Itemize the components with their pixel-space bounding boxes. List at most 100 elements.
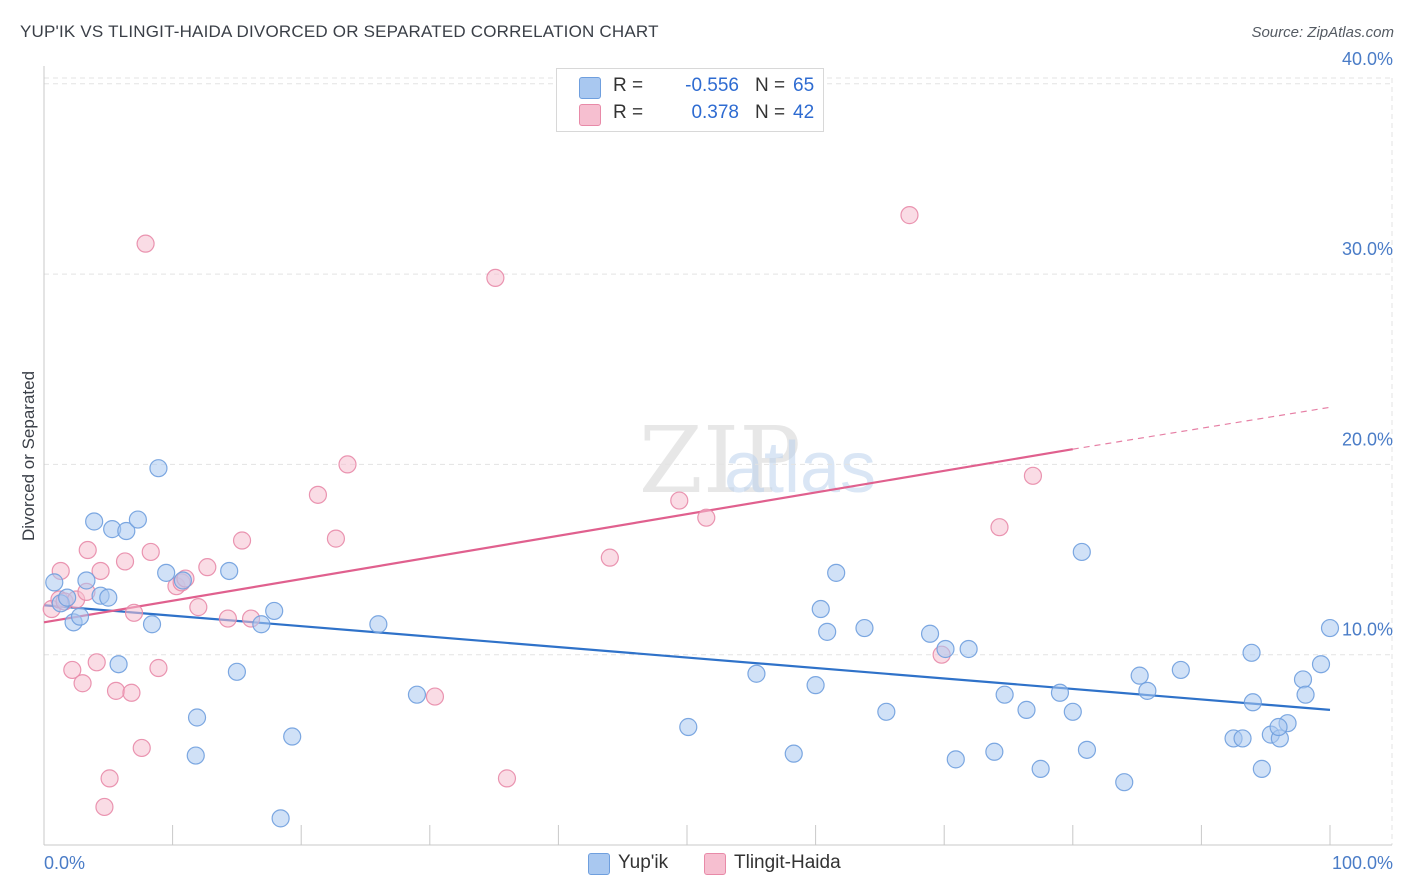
axes <box>43 66 1392 846</box>
yupik-point <box>811 599 830 619</box>
tlingit-legend-swatch <box>704 853 726 875</box>
yupik-point <box>77 571 96 590</box>
y-tick-label: 40.0% <box>1342 49 1393 69</box>
yupik-point <box>117 521 136 541</box>
r-value: -0.556 <box>685 75 739 96</box>
yupik-point <box>99 588 118 607</box>
yupik-point <box>186 746 205 765</box>
yupik-point <box>265 601 284 621</box>
tlingit-point <box>122 683 141 702</box>
yupik-point <box>85 512 104 531</box>
yupik-legend-label: Yup'ik <box>618 852 669 873</box>
yupik-point <box>369 615 388 634</box>
n-value: 42 <box>793 102 815 123</box>
tlingit-point <box>189 598 208 617</box>
yupik-point <box>1242 643 1261 662</box>
yupik-point <box>1269 717 1288 737</box>
r-value: 0.378 <box>691 102 739 123</box>
tlingit-point <box>198 558 217 577</box>
yupik-point <box>1293 670 1313 689</box>
tlingit-point <box>73 674 92 693</box>
tlingit-point <box>132 738 151 758</box>
yupik-point <box>45 573 64 592</box>
yupik-legend-swatch <box>588 853 610 875</box>
tlingit-point <box>124 603 144 622</box>
y-tick-label: 10.0% <box>1342 620 1393 640</box>
yupik-point <box>1138 681 1157 700</box>
tlingit-point <box>91 561 110 581</box>
source-label: Source: ZipAtlas.com <box>1251 24 1394 41</box>
tlingit-point <box>338 455 357 474</box>
tlingit-point <box>670 491 689 510</box>
yupik-point <box>936 639 955 659</box>
yupik-point <box>995 685 1014 704</box>
tlingit-point <box>115 552 135 571</box>
tlingit-swatch <box>579 104 601 126</box>
r-label: R = <box>613 75 644 96</box>
yupik-point <box>1311 655 1331 674</box>
tlingit-point <box>95 797 114 817</box>
yupik-point <box>679 717 698 737</box>
yupik-point <box>855 618 874 638</box>
yupik-point <box>784 744 803 763</box>
yupik-point <box>128 510 147 529</box>
yupik-point <box>271 809 290 828</box>
yupik-point <box>149 459 168 478</box>
yupik-point <box>58 588 77 607</box>
tlingit-point <box>218 609 237 628</box>
tlingit-point <box>497 769 517 788</box>
yupik-point <box>1320 618 1340 638</box>
watermark-zip: ZIP <box>639 407 801 514</box>
yupik-point <box>1243 693 1262 712</box>
yupik-point <box>407 685 427 704</box>
yupik-point <box>157 563 176 582</box>
tlingit-point <box>486 268 505 288</box>
yupik-point <box>1233 729 1252 748</box>
tlingit-point <box>900 206 919 225</box>
tlingit-point <box>100 769 119 788</box>
grid <box>44 77 1393 845</box>
yupik-point <box>985 742 1004 761</box>
tlingit-point <box>1023 466 1043 485</box>
tlingit-point <box>232 531 252 550</box>
x-tick-label: 0.0% <box>44 853 85 873</box>
tlingit-point <box>136 234 155 253</box>
yupik-point <box>747 664 766 683</box>
y-tick-label: 30.0% <box>1342 239 1393 259</box>
yupik-point <box>806 676 825 695</box>
yupik-point <box>1050 683 1070 702</box>
yupik-point <box>1252 759 1271 778</box>
yupik-point <box>946 750 965 769</box>
yupik-point <box>827 563 846 582</box>
yupik-point <box>1072 542 1091 562</box>
data-points <box>42 206 1340 828</box>
tlingit-point <box>697 508 716 527</box>
yupik-point <box>187 708 207 727</box>
tlingit-point <box>326 529 346 548</box>
yupik-point <box>920 624 940 643</box>
yupik-point <box>220 561 239 581</box>
yupik-trend-line <box>43 604 1331 711</box>
yupik-point <box>173 571 192 590</box>
yupik-point <box>1031 759 1050 778</box>
yupik-point <box>1171 660 1190 680</box>
yupik-point <box>877 702 896 721</box>
yupik-point <box>1017 700 1036 719</box>
n-label: N = <box>755 102 786 123</box>
tlingit-point <box>63 660 82 680</box>
yupik-point <box>1130 666 1149 685</box>
tlingit-point <box>87 653 106 672</box>
yupik-point <box>283 727 302 746</box>
tlingit-point <box>78 540 97 560</box>
chart-title: YUP'IK VS TLINGIT-HAIDA DIVORCED OR SEPA… <box>20 22 659 41</box>
yupik-point <box>70 607 90 626</box>
yupik-point <box>1115 773 1134 792</box>
tlingit-point <box>990 518 1009 537</box>
yupik-point <box>1296 685 1315 704</box>
tlingit-legend-label: Tlingit-Haida <box>734 852 841 873</box>
tlingit-trend-extension <box>1072 406 1331 450</box>
yupik-point <box>818 622 837 641</box>
y-tick-label: 20.0% <box>1342 429 1393 449</box>
yupik-point <box>959 639 978 659</box>
